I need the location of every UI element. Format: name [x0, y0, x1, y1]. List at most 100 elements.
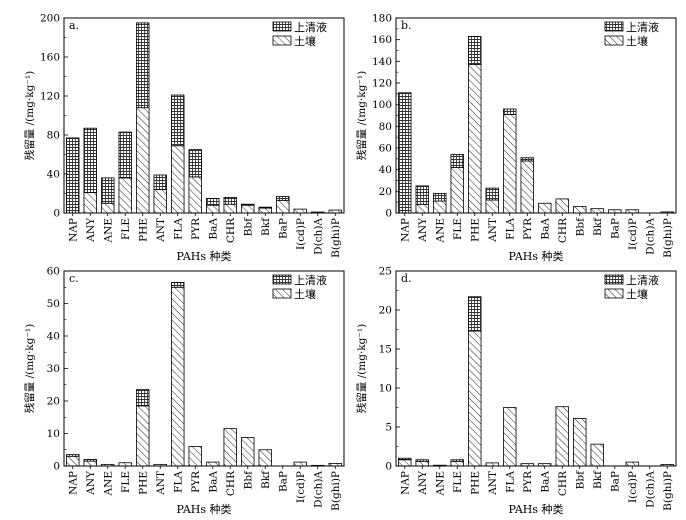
- y-tick-label: 160: [40, 52, 60, 64]
- bar-supernatant-ANE: [101, 177, 115, 204]
- bar-soil-NAP: [66, 455, 80, 467]
- x-tick-label: I(cd)P: [295, 218, 307, 250]
- x-tick-label: Bbf: [574, 217, 586, 236]
- x-tick-label: FLE: [452, 218, 464, 240]
- x-tick-label: FLE: [120, 218, 132, 240]
- x-tick-label: ANT: [155, 218, 167, 243]
- bar-soil-Bkf: [590, 443, 604, 467]
- y-tick-label: 10: [379, 383, 392, 395]
- bar-supernatant-FLA: [171, 94, 185, 147]
- bar-soil-FLA: [171, 145, 185, 214]
- bar-soil-ANT: [153, 189, 167, 214]
- x-tick-label: Bkf: [592, 217, 604, 236]
- bar-soil-ANY: [415, 460, 429, 467]
- bar-supernatant-ANT: [153, 174, 167, 191]
- x-tick-label: Bbf: [242, 470, 254, 489]
- panel-label: c.: [69, 272, 79, 285]
- x-tick-label: NAP: [399, 218, 411, 242]
- bar-soil-FLA: [503, 407, 517, 467]
- bar-supernatant-ANY: [83, 459, 97, 462]
- bar-soil-BaP: [276, 199, 290, 214]
- x-tick-label: PYR: [522, 470, 534, 493]
- x-tick-label: I(cd)P: [627, 471, 639, 503]
- y-tick-label: 200: [40, 13, 60, 25]
- x-tick-label: PHE: [137, 218, 149, 242]
- y-tick-label: 80: [47, 130, 60, 142]
- bar-soil-CHR: [223, 203, 237, 214]
- x-axis-label: PAHs 种类: [176, 502, 231, 516]
- legend-label-soil: 土壤: [626, 287, 648, 301]
- y-tick-label: 40: [47, 331, 60, 343]
- x-tick-label: NAP: [67, 471, 79, 495]
- x-tick-label: PHE: [469, 471, 481, 495]
- legend-label-supernatant: 上清液: [626, 273, 659, 287]
- panel-label: d.: [401, 272, 412, 285]
- y-tick-label: 180: [372, 13, 392, 25]
- x-tick-label: B(ghi)P: [330, 218, 342, 258]
- panel-label: b.: [401, 19, 412, 32]
- y-tick-label: 0: [385, 461, 392, 473]
- bar-supernatant-Bkf: [258, 206, 272, 209]
- x-tick-label: ANT: [155, 471, 167, 496]
- x-tick-label: FLA: [172, 471, 184, 493]
- legend-swatch-soil: [272, 288, 292, 299]
- bar-soil-ANT: [485, 199, 499, 214]
- y-tick-label: 140: [372, 56, 392, 68]
- y-tick-label: 10: [47, 428, 60, 440]
- x-tick-label: PYR: [522, 217, 534, 240]
- x-tick-label: BaP: [609, 218, 621, 239]
- bar-soil-FLE: [450, 167, 464, 214]
- x-tick-label: Bbf: [574, 470, 586, 489]
- x-tick-label: PYR: [190, 470, 202, 493]
- y-tick-label: 120: [372, 78, 392, 90]
- legend-swatch-soil: [604, 288, 624, 299]
- bar-supernatant-PHE: [136, 22, 150, 109]
- y-tick-label: 25: [379, 266, 392, 278]
- x-tick-label: Bkf: [592, 470, 604, 489]
- bar-soil-Bbf: [573, 206, 587, 214]
- x-tick-label: FLA: [504, 471, 516, 493]
- y-tick-label: 20: [47, 396, 60, 408]
- y-tick-label: 15: [379, 344, 392, 356]
- bar-soil-Bkf: [258, 207, 272, 214]
- x-tick-label: BaA: [539, 471, 551, 493]
- bar-supernatant-PYR: [520, 157, 534, 162]
- x-tick-label: NAP: [67, 218, 79, 242]
- legend-label-soil: 土壤: [294, 287, 316, 301]
- x-tick-label: B(ghi)P: [330, 471, 342, 511]
- y-tick-label: 50: [47, 298, 60, 310]
- legend-label-supernatant: 上清液: [626, 20, 659, 34]
- x-tick-label: ANY: [85, 217, 97, 243]
- chart-panel-4: NAP ANY ANE FLE PHE ANT FLA PYR BaA CHR Bbf Bkf BaP I…: [355, 266, 677, 516]
- x-tick-label: PHE: [469, 218, 481, 242]
- y-tick-label: 40: [47, 169, 60, 181]
- bar-soil-PHE: [468, 330, 482, 467]
- y-tick-label: 5: [385, 422, 392, 434]
- x-tick-label: Bkf: [260, 217, 272, 236]
- y-tick-label: 20: [379, 186, 392, 198]
- x-tick-label: FLA: [172, 218, 184, 240]
- y-tick-label: 160: [372, 34, 392, 46]
- y-tick-label: 100: [372, 99, 392, 111]
- x-axis-label: PAHs 种类: [176, 249, 231, 263]
- x-tick-label: BaP: [609, 471, 621, 492]
- x-tick-label: NAP: [399, 471, 411, 495]
- bar-supernatant-PYR: [188, 149, 202, 178]
- bar-soil-CHR: [223, 428, 237, 467]
- x-tick-label: ANY: [417, 470, 429, 496]
- x-tick-label: CHR: [557, 470, 569, 496]
- bar-soil-FLE: [118, 177, 132, 214]
- x-tick-label: Bbf: [242, 217, 254, 236]
- bar-supernatant-CHR: [223, 196, 237, 205]
- bar-soil-BaA: [206, 461, 220, 467]
- bar-supernatant-FLE: [450, 459, 464, 462]
- x-tick-label: B(ghi)P: [662, 471, 674, 511]
- bar-soil-PYR: [188, 176, 202, 214]
- legend-swatch-supernatant: [272, 274, 292, 285]
- bar-supernatant-BaP: [276, 196, 290, 201]
- bar-soil-FLA: [171, 286, 185, 467]
- x-tick-label: D(ch)A: [312, 218, 324, 255]
- bar-supernatant-ANY: [83, 127, 97, 193]
